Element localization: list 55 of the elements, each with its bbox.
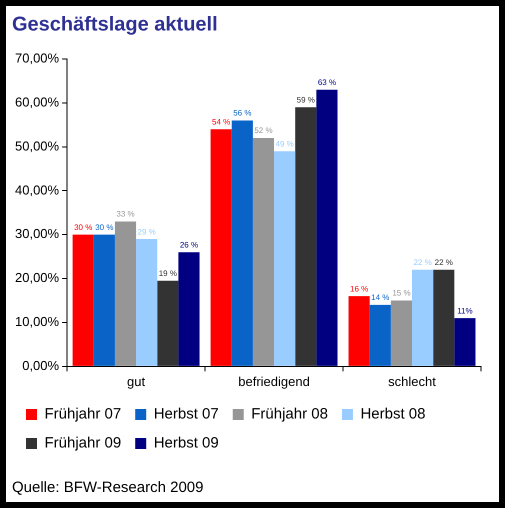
y-tick-label: 50,00% [14,138,60,154]
data-label: 49 % [276,139,294,148]
legend-label: Frühjahr 07 [44,406,122,423]
bar [454,318,476,366]
y-tick-label: 60,00% [14,94,60,110]
legend-label: Herbst 08 [360,406,426,423]
y-tick-label: 10,00% [14,314,60,330]
source-note: Quelle: BFW-Research 2009 [12,479,204,496]
bar [114,221,136,366]
bar [295,107,316,366]
bar [210,129,232,366]
legend-label: Herbst 09 [154,434,219,452]
y-tick-label: 20,00% [14,270,60,286]
data-label: 63 % [318,78,336,87]
bar [348,296,370,366]
x-tick-label: schlecht [388,374,436,389]
y-tick-label: 40,00% [14,182,60,198]
y-tick-label: 30,00% [14,226,60,242]
data-label: 59 % [296,96,315,105]
data-label: 22 % [434,258,453,267]
x-tick-label: gut [127,374,146,389]
data-label: 30 % [74,222,92,232]
y-tick-label: 0,00% [22,358,60,373]
legend-label: Herbst 07 [154,406,219,423]
data-label: 52 % [254,126,273,136]
bar [412,270,434,366]
data-label: 26 % [180,240,198,250]
bar [252,138,274,366]
bar [232,120,253,366]
bar [178,252,200,366]
data-label: 33 % [116,210,135,219]
data-label: 19 % [158,268,177,278]
data-label: 30 % [95,222,114,232]
bar [94,234,115,366]
x-tick-label: befriedigend [238,374,310,389]
legend-label: Frühjahr 08 [251,406,328,423]
data-label: 54 % [212,117,230,126]
data-label: 16 % [350,284,368,294]
data-label: 56 % [233,108,252,118]
bar [72,234,94,366]
bar [390,300,412,366]
bar [370,304,391,366]
bar [274,151,296,366]
legend-label: Frühjahr 09 [44,434,122,452]
bar [316,90,338,366]
data-label: 11% [457,306,473,316]
data-label: 14 % [371,293,390,302]
data-label: 29 % [138,227,156,236]
y-tick-label: 70,00% [14,50,60,66]
bar [433,270,454,366]
bar [136,239,158,366]
chart-title: Geschäftslage aktuell [12,14,218,36]
bar [157,280,178,366]
data-label: 22 % [413,258,432,267]
data-label: 15 % [392,288,411,298]
